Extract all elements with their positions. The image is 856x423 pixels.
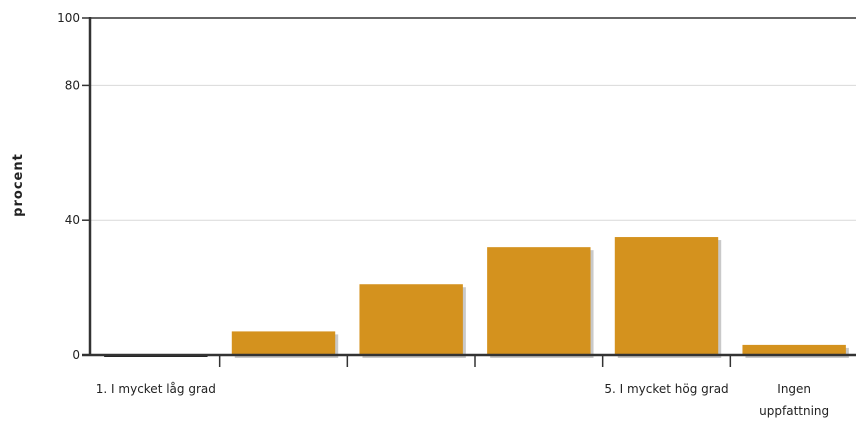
x-category-label: 1. I mycket låg grad [96, 382, 216, 396]
y-tick-labels: 0 40 80 100 [57, 11, 90, 362]
y-tick-label: 100 [57, 11, 80, 25]
x-category-label: Ingen uppfattning [759, 382, 829, 418]
category-labels: 1. I mycket låg grad 5. I mycket hög grad… [96, 382, 829, 418]
y-tick-label: 80 [65, 78, 80, 92]
bar [487, 247, 591, 355]
bar [742, 344, 846, 355]
bar [614, 237, 719, 355]
y-tick-label: 0 [72, 348, 80, 362]
bars [104, 237, 849, 358]
y-axis-label: procent [11, 153, 26, 217]
x-category-label: 5. I mycket hög grad [604, 382, 728, 396]
bar [359, 284, 463, 355]
grid-lines [90, 17, 856, 221]
bar [231, 331, 336, 355]
axes [82, 17, 856, 357]
y-tick-label: 40 [65, 213, 80, 227]
x-ticks [218, 355, 732, 367]
